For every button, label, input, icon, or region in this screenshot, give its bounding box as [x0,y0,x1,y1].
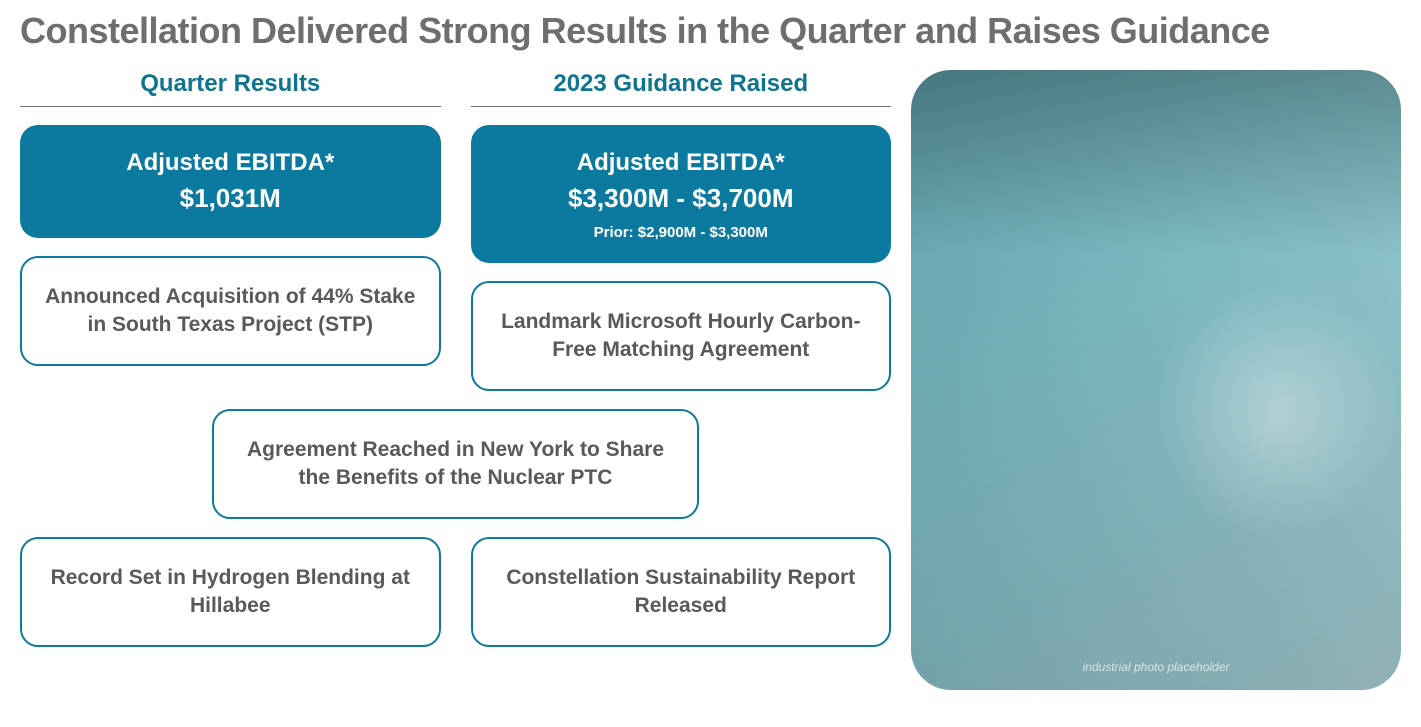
center-row: Agreement Reached in New York to Share t… [20,409,891,537]
guidance-ebitda-prior: Prior: $2,900M - $3,300M [491,224,872,241]
microsoft-agreement-card: Landmark Microsoft Hourly Carbon-Free Ma… [471,281,892,391]
quarter-ebitda-card: Adjusted EBITDA* $1,031M [20,125,441,238]
sustainability-report-text: Constellation Sustainability Report Rele… [493,564,870,621]
quarter-ebitda-value: $1,031M [40,182,421,216]
quarter-results-column: Quarter Results Adjusted EBITDA* $1,031M… [20,70,441,409]
hydrogen-blending-card: Record Set in Hydrogen Blending at Hilla… [20,537,441,647]
guidance-raised-header: 2023 Guidance Raised [471,70,892,107]
stp-acquisition-text: Announced Acquisition of 44% Stake in So… [42,283,419,340]
guidance-raised-column: 2023 Guidance Raised Adjusted EBITDA* $3… [471,70,892,409]
sustainability-report-card: Constellation Sustainability Report Rele… [471,537,892,647]
top-columns-row: Quarter Results Adjusted EBITDA* $1,031M… [20,70,891,409]
bottom-left-column: Record Set in Hydrogen Blending at Hilla… [20,537,441,665]
guidance-ebitda-card: Adjusted EBITDA* $3,300M - $3,700M Prior… [471,125,892,263]
slide-image: industrial photo placeholder [911,70,1401,690]
guidance-ebitda-label: Adjusted EBITDA* [491,147,872,178]
nuclear-ptc-text: Agreement Reached in New York to Share t… [234,436,678,493]
bottom-right-column: Constellation Sustainability Report Rele… [471,537,892,665]
slide-image-label: industrial photo placeholder [1083,660,1230,674]
quarter-results-header: Quarter Results [20,70,441,107]
stp-acquisition-card: Announced Acquisition of 44% Stake in So… [20,256,441,366]
bottom-columns-row: Record Set in Hydrogen Blending at Hilla… [20,537,891,665]
page-title: Constellation Delivered Strong Results i… [20,10,1401,52]
nuclear-ptc-card: Agreement Reached in New York to Share t… [212,409,700,519]
content-wrapper: Quarter Results Adjusted EBITDA* $1,031M… [20,70,1401,690]
hydrogen-blending-text: Record Set in Hydrogen Blending at Hilla… [42,564,419,621]
guidance-ebitda-value: $3,300M - $3,700M [491,182,872,216]
left-content: Quarter Results Adjusted EBITDA* $1,031M… [20,70,891,690]
quarter-ebitda-label: Adjusted EBITDA* [40,147,421,178]
microsoft-agreement-text: Landmark Microsoft Hourly Carbon-Free Ma… [493,308,870,365]
